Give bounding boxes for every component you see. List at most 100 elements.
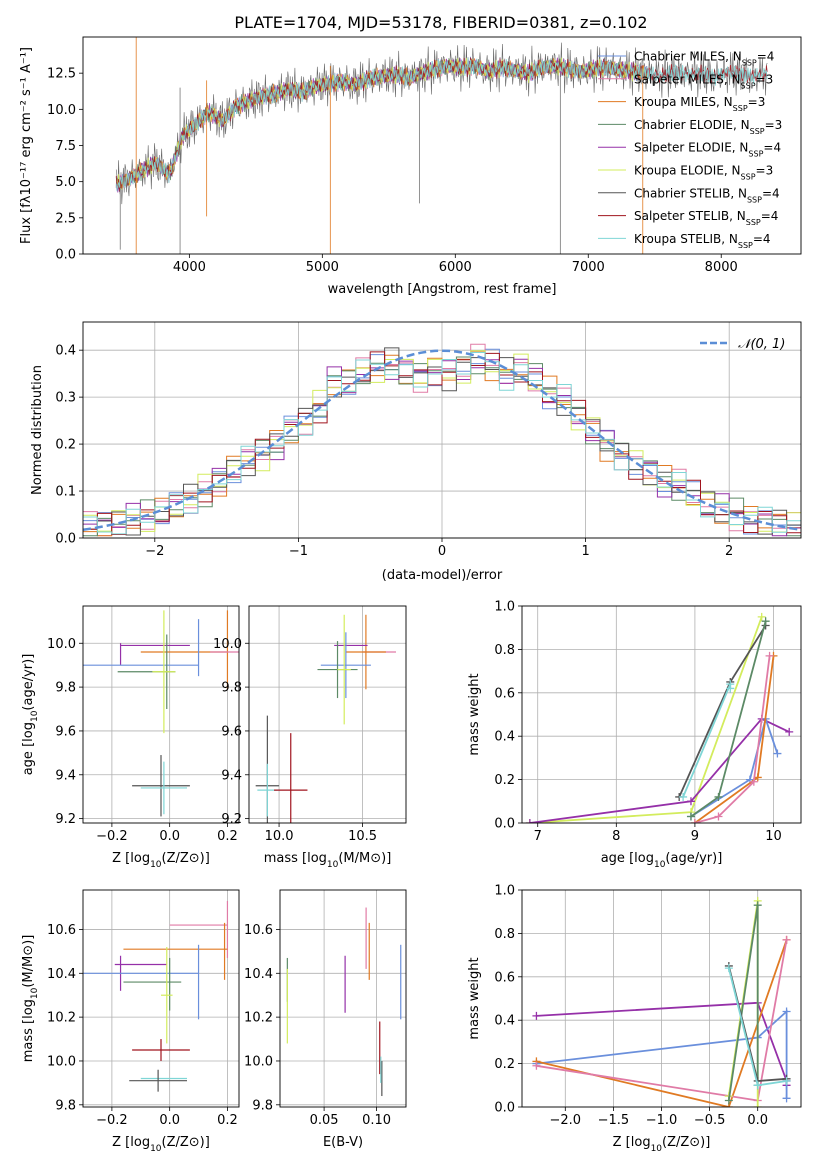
y-tick-label: 10.4 <box>47 967 76 982</box>
x-tick-label: −1.0 <box>646 1113 678 1128</box>
weight-marker-kroupa_stelib <box>753 1081 762 1090</box>
y-tick-label: 9.6 <box>55 724 76 739</box>
age-metallicity-y-label-tail: (age/yr)] <box>21 654 36 711</box>
legend-label-chabrier_elodie: Chabrier ELODIE, NSSP=3 <box>634 118 782 136</box>
y-tick-label: 0.2 <box>55 438 76 453</box>
y-tick-label: 10.0 <box>47 103 76 118</box>
age-mass-plot-area <box>255 614 396 823</box>
weight-marker-salpeter_miles <box>532 1061 541 1070</box>
weight-marker-salpeter_miles <box>782 935 791 944</box>
weight-marker-salpeter_elodie <box>785 727 794 736</box>
weight-marker-chabrier_elodie <box>724 1096 733 1105</box>
age-mass-x-label: mass [log10(M/M⊙)] <box>264 851 392 870</box>
x-tick-label: 0.0 <box>747 1113 768 1128</box>
weight-metallicity-plot-area <box>532 896 791 1107</box>
normal-legend-label: 𝒩(0, 1) <box>738 337 785 352</box>
histogram-step-kroupa_stelib <box>83 352 801 535</box>
y-tick-label: 0.3 <box>55 391 76 406</box>
y-tick-label: 0.8 <box>494 927 515 942</box>
weight-age-plot-area <box>525 612 794 823</box>
x-tick-label: 2 <box>725 544 733 559</box>
legend-text-part: SSP <box>750 126 765 135</box>
axes-frame <box>248 605 407 824</box>
y-tick-label: 2.5 <box>55 211 76 226</box>
x-tick-label: 4000 <box>173 260 206 275</box>
x-tick-label: −2.0 <box>550 1113 582 1128</box>
weight-marker-kroupa_stelib <box>679 792 688 801</box>
age-metallicity-y-label: age [log10(age/yr)] <box>21 654 40 776</box>
x-tick-label: 8 <box>612 829 620 844</box>
x-tick-label: −0.5 <box>694 1113 726 1128</box>
legend-label-chabrier_stelib: Chabrier STELIB, NSSP=4 <box>634 186 780 204</box>
axes-frame <box>82 889 240 1108</box>
age-mass-x-label-main: mass [log <box>264 851 327 866</box>
legend-label-chabrier_miles: Chabrier MILES, NSSP=4 <box>634 50 774 68</box>
weight-metallicity-x-label: Z [log10(Z/Z⊙)] <box>613 1135 711 1154</box>
axes-frame <box>82 36 802 255</box>
y-tick-label: 0.6 <box>494 970 515 985</box>
legend-text-part: =4 <box>761 209 779 223</box>
age-metallicity-x-label-sub: 10 <box>150 860 162 870</box>
spectrum-chart: 4000 5000 6000 7000 8000 0.0 2.5 5.0 7.5 10.0 12.5… <box>19 36 802 297</box>
weight-metallicity-x-label-sub: 10 <box>651 1144 663 1154</box>
x-tick-label: 9 <box>691 829 699 844</box>
mass-metallicity-x-label: Z [log10(Z/Z⊙)] <box>112 1135 210 1154</box>
y-tick-label: 5.0 <box>55 175 76 190</box>
y-tick-label: 9.2 <box>221 812 242 827</box>
y-tick-label: 10.2 <box>47 1011 76 1026</box>
y-tick-label: 0.8 <box>494 643 515 658</box>
legend-label-salpeter_elodie: Salpeter ELODIE, NSSP=4 <box>634 141 781 159</box>
mass-metallicity-y-label-tail: (M/M⊙)] <box>21 935 36 988</box>
weight-marker-kroupa_stelib <box>782 1076 791 1085</box>
x-tick-label: 0 <box>438 544 446 559</box>
legend-text-part: SSP <box>746 218 761 227</box>
mass-metallicity-x-label-tail: (Z/Z⊙)] <box>162 1135 210 1150</box>
x-tick-label: −1.5 <box>598 1113 630 1128</box>
legend-text-part: SSP <box>738 240 753 249</box>
y-tick-label: 10.4 <box>244 967 273 982</box>
x-tick-label: 7000 <box>572 260 605 275</box>
y-tick-label: 0.4 <box>494 730 515 745</box>
legend-text-part: Kroupa STELIB, N <box>634 232 738 246</box>
y-tick-label: 0.0 <box>55 532 76 547</box>
axes-frame <box>279 889 407 1108</box>
age-metallicity-y-label-main: age [log <box>21 722 36 775</box>
weight-marker-kroupa_elodie <box>753 1103 762 1107</box>
weight-marker-chabrier_elodie <box>714 792 723 801</box>
weight-line-salpeter_miles <box>694 655 771 823</box>
age-metallicity-y-label-sub: 10 <box>30 710 40 722</box>
x-tick-label: 0.2 <box>217 829 238 844</box>
figure-title: PLATE=1704, MJD=53178, FIBERID=0381, z=0… <box>234 13 647 32</box>
normal-curve <box>83 349 801 532</box>
y-tick-label: 10.6 <box>47 923 76 938</box>
y-tick-label: 10.0 <box>47 637 76 652</box>
x-tick-label: 10.5 <box>348 829 377 844</box>
mass-metallicity-chart: −0.2 0.0 0.29.810.010.210.410.6Z [log10(Z/… <box>21 889 240 1154</box>
legend-text-part: Salpeter MILES, N <box>634 72 741 86</box>
weight-marker-kroupa_elodie <box>757 612 766 621</box>
x-tick-label: 1 <box>581 544 589 559</box>
axes-frame <box>521 605 802 824</box>
legend-text-part: Chabrier MILES, N <box>634 50 742 64</box>
weight-marker-salpeter_elodie <box>532 1011 541 1020</box>
x-tick-label: 0.2 <box>217 1113 238 1128</box>
weight-marker-salpeter_elodie <box>686 797 695 806</box>
weight-metallicity-x-label-main: Z [log <box>613 1135 651 1150</box>
age-metallicity-plot-area <box>83 610 239 817</box>
y-tick-label: 0.0 <box>494 817 515 832</box>
y-tick-label: 10.2 <box>244 1011 273 1026</box>
residuals-plot-area <box>83 343 801 537</box>
axes-frame <box>82 321 802 539</box>
legend-text-part: Salpeter STELIB, N <box>634 209 746 223</box>
weight-metallicity-y-label: mass weight <box>467 957 482 1039</box>
x-tick-label: 0.05 <box>310 1113 339 1128</box>
y-tick-label: 9.8 <box>55 1098 76 1113</box>
legend-text-part: SSP <box>741 172 756 181</box>
legend-text-part: =4 <box>753 232 771 246</box>
legend-label-salpeter_stelib: Salpeter STELIB, NSSP=4 <box>634 209 778 227</box>
legend-text-part: =4 <box>762 186 780 200</box>
weight-age-x-label-main: age [log <box>601 851 654 866</box>
y-tick-label: 0.0 <box>55 248 76 263</box>
